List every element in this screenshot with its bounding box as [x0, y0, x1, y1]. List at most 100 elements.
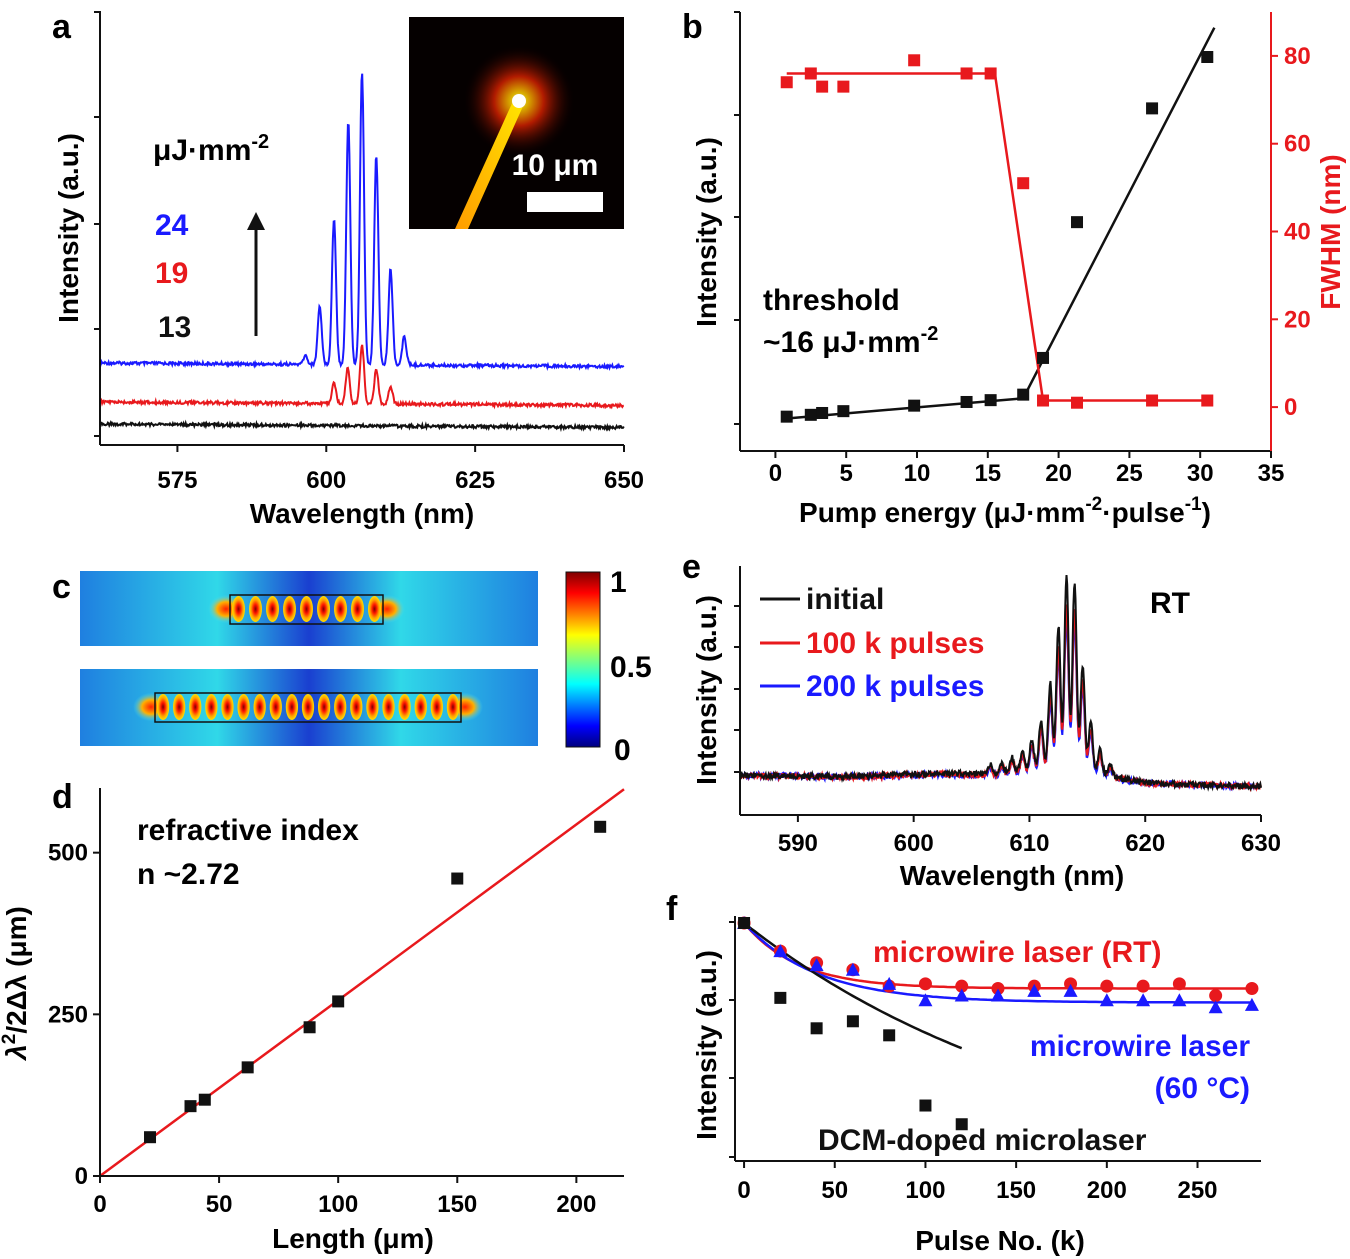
- panel-b-y2-tick-label: 40: [1284, 219, 1311, 246]
- inset-scale-label: 10 μm: [512, 149, 599, 182]
- panel-a-inset: 10 μm: [409, 17, 624, 229]
- inset-wire-tip: [512, 94, 526, 108]
- panel-b-plot: [780, 27, 1216, 423]
- panel-f-point-triangle: [809, 958, 824, 972]
- panel-f-point-circle: [1209, 989, 1223, 1003]
- panel-a: a 10 μm 575 600 625 650 Wavelength (nm) Int…: [52, 8, 644, 529]
- colorbar-label-0-5: 0.5: [610, 651, 652, 684]
- legend-e-100k: 100 k pulses: [806, 627, 984, 660]
- fwhm-point: [837, 80, 850, 93]
- panel-f-point-triangle: [918, 993, 933, 1007]
- legend-a-19: 19: [155, 257, 188, 290]
- panel-f-plot: [737, 916, 1259, 1131]
- mode-lobe: [283, 596, 296, 622]
- panel-d-plot: [99, 788, 625, 1178]
- intensity-point: [960, 395, 973, 408]
- panel-e-x-tick-label: 590: [778, 830, 818, 857]
- panel-f-frame: [729, 916, 1261, 1162]
- panel-b-y2-ticks: 0 20 40 60 80: [1271, 43, 1311, 421]
- panel-f-point-circle: [991, 982, 1005, 996]
- mode-lobe: [237, 694, 250, 720]
- panel-f: f 0 50 100 150 200 250 Pulse No. (k) Intensit…: [666, 890, 1261, 1256]
- mode-lobe: [285, 694, 299, 720]
- intensity-point: [837, 405, 850, 418]
- panel-d-ylabel: λ2/2Δλ (μm): [0, 906, 32, 1062]
- panel-d-y-tick-label: 250: [48, 1001, 88, 1028]
- panel-b-x-tick-label: 15: [974, 460, 1001, 487]
- panel-b-xlabel-4: -1: [1185, 494, 1202, 515]
- fwhm-point: [1071, 396, 1084, 409]
- panel-f-point-circle: [955, 979, 969, 993]
- panel-f-label-rt: microwire laser (RT): [873, 936, 1161, 969]
- mode-map-long-lobes: [133, 692, 483, 722]
- panel-e-x-tick-label: 620: [1125, 830, 1165, 857]
- intensity-point: [1017, 388, 1030, 401]
- fwhm-point: [908, 54, 921, 67]
- panel-b-x-tick-label: 35: [1258, 460, 1285, 487]
- panel-b-y2-tick-label: 0: [1284, 394, 1297, 421]
- panel-f-point-triangle: [1244, 997, 1259, 1011]
- panel-d-point: [241, 1061, 254, 1074]
- panel-f-x-tick-label: 200: [1087, 1177, 1127, 1204]
- panel-b-xlabel-3: ·pulse: [1102, 497, 1184, 528]
- mode-lobe: [253, 694, 266, 720]
- mode-lobe: [334, 596, 347, 622]
- panel-e: e 590 600 610 620 630 Wavelength (nm) Intens…: [682, 548, 1281, 891]
- panel-d-x-tick-label: 150: [437, 1191, 477, 1218]
- spectrum-initial: [739, 575, 1262, 792]
- panel-f-point-triangle: [845, 962, 860, 976]
- mode-lobe: [156, 694, 170, 720]
- panel-f-x-ticks: 0 50 100 150 200 250: [737, 1161, 1218, 1204]
- panel-d-y-ticks: 0 250 500: [48, 840, 100, 1190]
- panel-f-ylabel: Intensity (a.u.): [691, 950, 722, 1140]
- inset-scale-bar: [527, 192, 603, 212]
- panel-d-ylabel-2: 2: [0, 1034, 20, 1045]
- panel-b-xlabel-5: ): [1202, 497, 1211, 528]
- panel-f-point-circle: [1172, 977, 1186, 991]
- panel-a-x-tick-label: 575: [157, 467, 197, 494]
- panel-f-point-circle: [1245, 982, 1259, 996]
- mode-lobe: [368, 596, 381, 622]
- panel-f-point-square: [883, 1029, 896, 1042]
- panel-a-frame: [94, 11, 624, 446]
- panel-a-unit-sup: -2: [251, 131, 269, 153]
- mode-lobe: [430, 694, 443, 720]
- panel-d-point: [594, 820, 607, 833]
- panel-b-y2-tick-label: 20: [1284, 306, 1311, 333]
- panel-b-y2-tick-label: 80: [1284, 43, 1311, 70]
- panel-f-x-tick-label: 250: [1177, 1177, 1217, 1204]
- mode-lobe: [446, 694, 460, 720]
- panel-f-point-triangle: [1027, 983, 1042, 997]
- panel-d-x-tick-label: 200: [556, 1191, 596, 1218]
- panel-b-x-tick-label: 0: [769, 460, 782, 487]
- panel-d-point: [303, 1021, 316, 1034]
- mode-map-short-wire: [229, 594, 384, 625]
- panel-f-point-square: [810, 1022, 823, 1035]
- mode-lobe: [266, 596, 279, 622]
- panel-a-xlabel: Wavelength (nm): [250, 498, 475, 529]
- panel-d-annotation-line1: refractive index: [137, 814, 359, 847]
- panel-f-label-dcm: DCM-doped microlaser: [818, 1124, 1147, 1157]
- panel-f-label-60c-line2: (60 °C): [1155, 1072, 1250, 1105]
- mode-lobe: [249, 596, 262, 622]
- fwhm-point: [1201, 394, 1214, 407]
- panel-f-point-square: [919, 1099, 932, 1112]
- fwhm-point: [960, 67, 973, 80]
- panel-d-x-ticks: 0 50 100 150 200: [93, 1176, 596, 1218]
- panel-b-y2-tick-label: 60: [1284, 131, 1311, 158]
- legend-a-24: 24: [155, 209, 189, 242]
- panel-b-threshold-sup: -2: [921, 323, 939, 345]
- panel-d: d 0 50 100 150 200 0 250 500 Length (μm) λ2/2Δ…: [0, 778, 625, 1254]
- panel-e-x-ticks: 590 600 610 620 630: [778, 815, 1281, 857]
- mode-lobe: [232, 596, 245, 622]
- panel-a-unit-base: μJ·mm: [153, 134, 251, 167]
- panel-e-xlabel: Wavelength (nm): [900, 860, 1125, 891]
- panel-f-point-triangle: [1172, 993, 1187, 1007]
- panel-label-d: d: [52, 778, 73, 816]
- panel-b: b 0 5 10 15 20 25 30 35 0 20 40 60 80 Pump energy (…: [682, 8, 1346, 528]
- panel-a-x-ticks: 575 600 625 650: [157, 445, 644, 494]
- fwhm-point: [1017, 177, 1030, 190]
- panel-d-point: [332, 995, 345, 1008]
- panel-f-point-square: [738, 917, 751, 929]
